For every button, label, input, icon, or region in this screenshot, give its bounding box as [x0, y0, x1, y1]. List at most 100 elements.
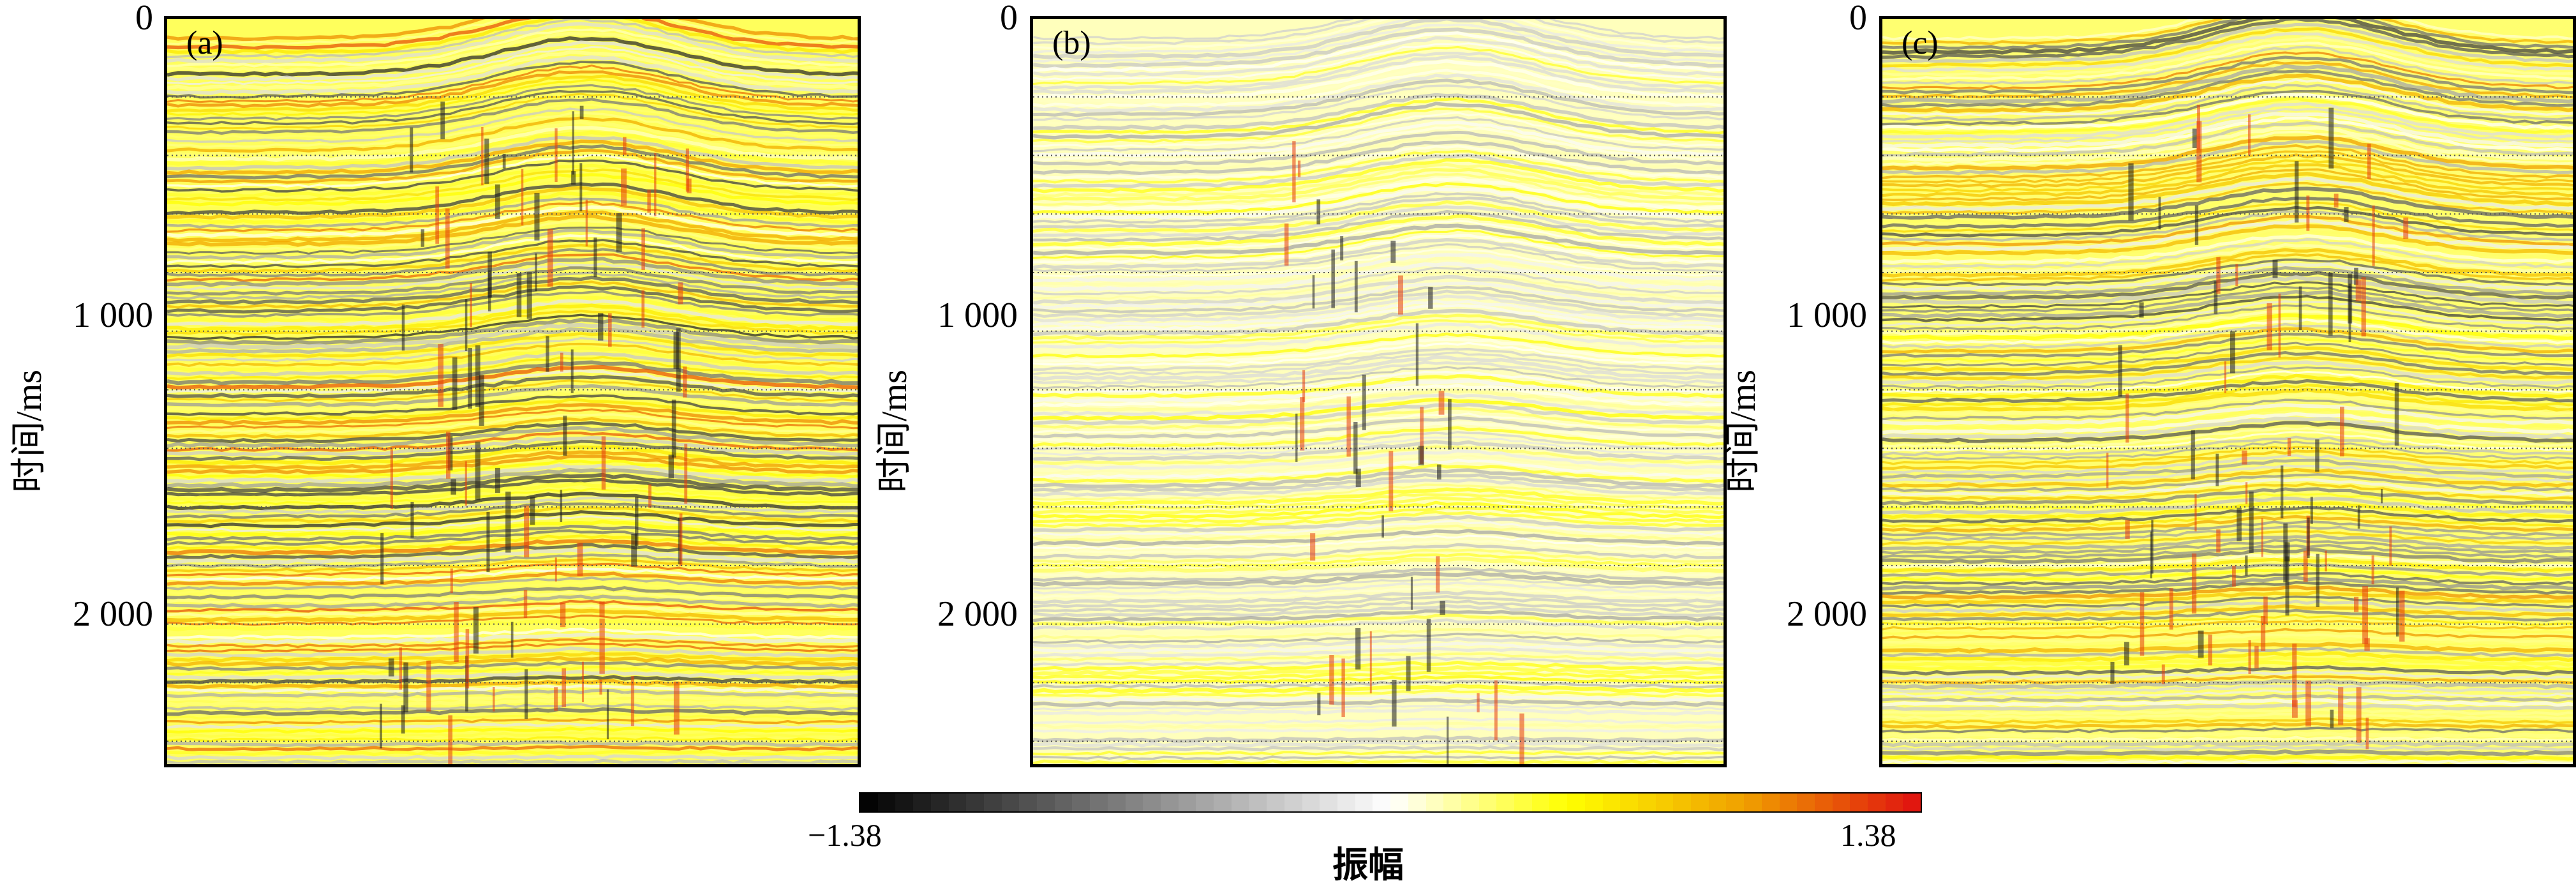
- reflector-trace: [167, 408, 858, 430]
- reflector-trace: [1033, 765, 1727, 767]
- colorbar-segment: [1885, 794, 1903, 811]
- amplitude-streak: [601, 436, 606, 490]
- amplitude-streak: [1312, 275, 1315, 309]
- colorbar-segment: [1496, 794, 1515, 811]
- reflector-trace: [1882, 112, 2573, 149]
- amplitude-streak: [673, 332, 679, 369]
- reflector-trace: [1882, 309, 2573, 336]
- colorbar-segment: [1814, 794, 1833, 811]
- reflector-trace: [1882, 318, 2573, 345]
- amplitude-streak: [530, 496, 535, 525]
- reflector-trace: [1033, 42, 1724, 81]
- reflector-trace: [167, 754, 858, 761]
- reflector-trace: [167, 74, 858, 113]
- colorbar-segment: [1691, 794, 1709, 811]
- amplitude-streak: [495, 467, 500, 493]
- amplitude-streak: [679, 513, 683, 567]
- amplitude-streak: [1316, 199, 1321, 225]
- amplitude-streak: [685, 148, 690, 192]
- amplitude-streak: [2278, 293, 2281, 357]
- reflector-trace: [167, 417, 858, 439]
- amplitude-streak: [2285, 556, 2289, 616]
- colorbar-segment: [895, 794, 914, 811]
- reflector-trace: [1882, 229, 2573, 260]
- colorbar-segment: [1903, 794, 1921, 811]
- reflector-trace: [167, 125, 858, 162]
- reflector-trace: [1882, 96, 2573, 135]
- reflector-trace: [167, 467, 858, 488]
- seismic-section-a: (a): [164, 16, 861, 767]
- amplitude-streak: [1390, 241, 1396, 263]
- reflector-trace: [1882, 281, 2573, 309]
- reflector-trace: [1882, 313, 2573, 341]
- reflector-trace: [1033, 707, 1724, 716]
- reflector-trace: [1033, 149, 1724, 184]
- reflector-trace: [1882, 633, 2573, 644]
- reflector-trace: [1882, 253, 2573, 282]
- amplitude-streak: [608, 313, 612, 347]
- reflector-trace: [167, 79, 858, 117]
- reflector-trace: [167, 375, 858, 399]
- reflector-trace: [167, 525, 858, 542]
- amplitude-streak: [678, 282, 683, 305]
- reflector-trace: [1882, 290, 2573, 319]
- amplitude-streak: [525, 669, 528, 719]
- reflector-trace: [1882, 679, 2573, 689]
- reflector-trace: [1033, 253, 1724, 283]
- reflector-trace: [1882, 500, 2573, 520]
- reflector-trace: [1033, 393, 1724, 417]
- amplitude-streak: [2224, 361, 2227, 393]
- reflector-trace: [1033, 652, 1724, 662]
- amplitude-streak: [1519, 713, 1524, 764]
- reflector-trace: [1033, 192, 1724, 224]
- reflector-trace: [1033, 248, 1724, 278]
- reflector-trace: [1033, 237, 1724, 269]
- amplitude-streak: [2161, 664, 2165, 684]
- reflector-trace: [1033, 660, 1724, 672]
- reflector-trace: [1882, 511, 2573, 528]
- amplitude-streak: [554, 687, 558, 711]
- amplitude-streak: [486, 511, 490, 573]
- reflector-trace: [1882, 262, 2573, 292]
- amplitude-streak: [1346, 396, 1351, 457]
- seismic-image-b: [1033, 19, 1727, 767]
- amplitude-streak: [403, 662, 408, 712]
- reflector-trace: [1882, 482, 2573, 501]
- reflector-trace: [1882, 163, 2573, 197]
- amplitude-streak: [535, 253, 537, 292]
- amplitude-streak: [2348, 283, 2351, 343]
- reflector-trace: [1033, 172, 1724, 206]
- reflector-trace: [1033, 529, 1724, 546]
- colorbar-segment: [1531, 794, 1550, 811]
- colorbar-segment: [1673, 794, 1692, 811]
- reflector-trace: [1882, 698, 2573, 707]
- colorbar-segment: [1178, 794, 1196, 811]
- reflector-trace: [1882, 93, 2573, 130]
- reflector-trace: [1882, 266, 2573, 296]
- reflector-trace: [1882, 73, 2573, 113]
- reflector-trace: [1033, 683, 1724, 694]
- amplitude-streak: [1392, 679, 1397, 727]
- reflector-trace: [1882, 393, 2573, 417]
- amplitude-streak: [445, 208, 450, 269]
- reflector-trace: [1882, 275, 2573, 305]
- amplitude-streak: [2106, 453, 2109, 488]
- amplitude-streak: [516, 273, 522, 317]
- reflector-trace: [167, 28, 858, 68]
- reflector-trace: [1882, 19, 2573, 41]
- reflector-trace: [1033, 107, 1724, 144]
- amplitude-streak: [448, 715, 453, 764]
- seismic-section-b: (b): [1030, 16, 1727, 767]
- reflector-trace: [167, 40, 858, 82]
- reflector-trace: [1882, 759, 2573, 764]
- reflector-trace: [1033, 562, 1724, 577]
- amplitude-streak: [593, 237, 597, 278]
- reflector-trace: [1882, 403, 2573, 426]
- amplitude-streak: [470, 283, 472, 327]
- colorbar-segment: [1655, 794, 1674, 811]
- reflector-trace: [1033, 64, 1724, 103]
- reflector-trace: [167, 313, 858, 340]
- ytick-a-0: 0: [135, 0, 153, 38]
- reflector-trace: [1033, 468, 1724, 488]
- reflector-trace: [167, 239, 858, 269]
